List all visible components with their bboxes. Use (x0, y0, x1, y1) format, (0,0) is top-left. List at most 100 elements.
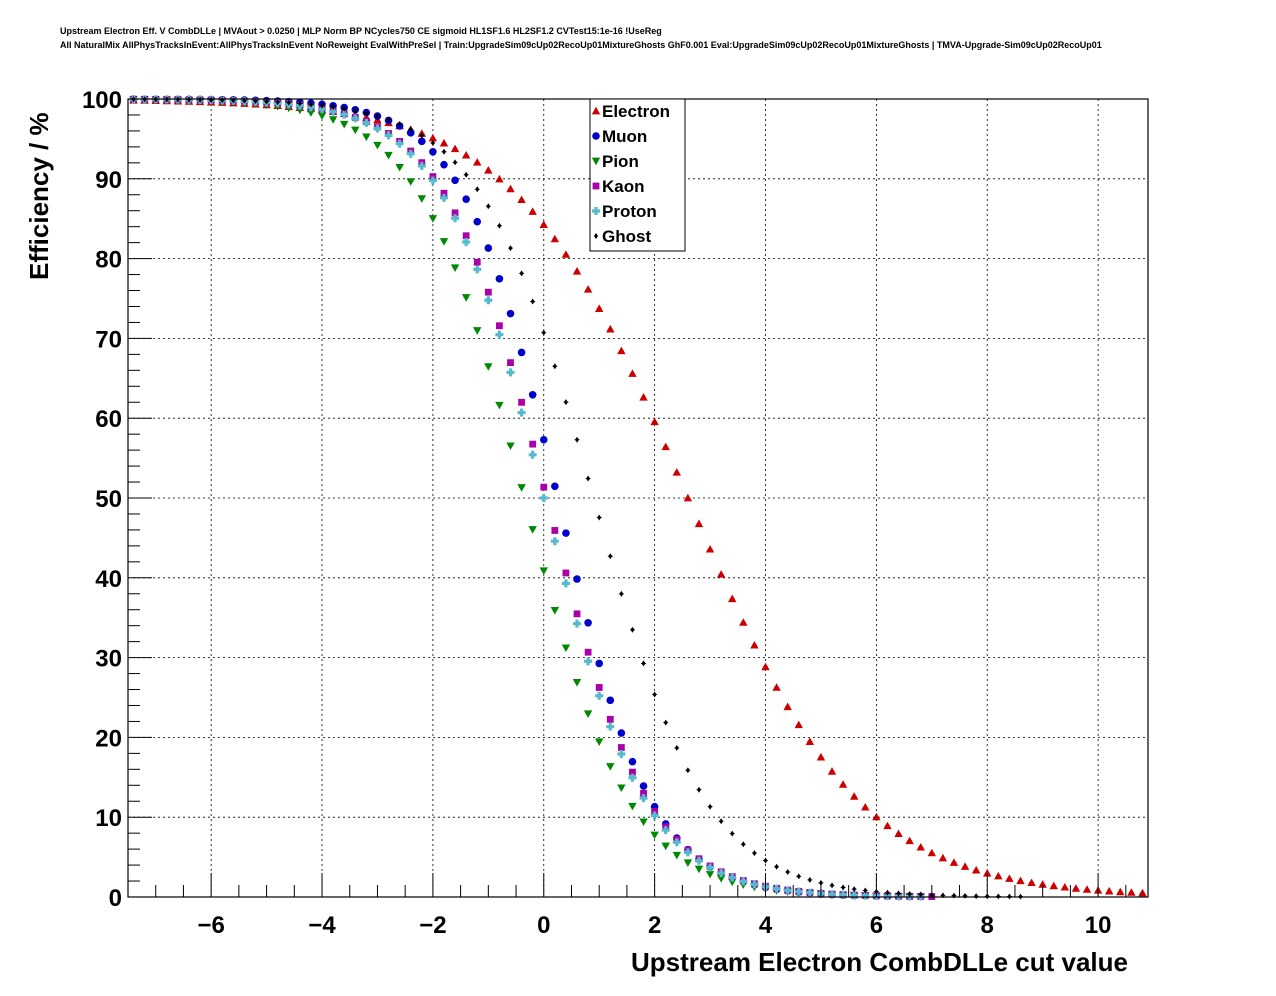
data-point-proton (606, 722, 615, 731)
series-ghost (131, 96, 1023, 900)
data-point-electron (650, 417, 659, 426)
data-point-ghost (818, 879, 823, 886)
data-point-ghost (730, 830, 735, 837)
data-point-pion (517, 484, 526, 492)
data-point-electron (1049, 881, 1058, 890)
data-point-proton (428, 176, 437, 185)
data-point-kaon (462, 232, 470, 240)
data-point-electron (916, 843, 925, 851)
series-pion (129, 96, 925, 901)
y-tick-label: 90 (95, 167, 122, 194)
data-point-muon (473, 217, 482, 226)
data-point-ghost (308, 101, 313, 108)
y-tick-label: 30 (95, 646, 122, 673)
legend: Electron Muon Pion Kaon Proton Ghost (589, 98, 686, 252)
data-point-electron (473, 158, 482, 166)
data-point-kaon (484, 288, 492, 296)
data-point-electron (960, 862, 970, 870)
data-point-ghost (807, 876, 812, 883)
data-point-ghost (453, 159, 458, 166)
data-point-proton (650, 811, 659, 820)
data-point-electron (583, 285, 593, 293)
data-point-electron (861, 802, 870, 811)
data-point-kaon (507, 359, 514, 367)
data-point-proton (439, 193, 448, 202)
data-point-ghost (264, 98, 269, 105)
data-point-proton (694, 856, 703, 865)
data-point-pion (594, 738, 604, 746)
data-point-electron (1027, 878, 1036, 887)
data-point-electron (739, 618, 748, 626)
x-tick-label: −2 (419, 912, 446, 939)
data-point-ghost (541, 329, 546, 336)
data-point-electron (606, 324, 615, 333)
data-point-pion (694, 865, 704, 874)
data-point-kaon (606, 715, 614, 723)
data-point-electron (1038, 880, 1047, 888)
data-point-proton (451, 214, 460, 223)
data-point-muon (573, 575, 581, 583)
data-point-electron (683, 493, 693, 502)
data-points (129, 95, 1147, 901)
data-point-pion (384, 151, 393, 160)
data-point-proton (783, 886, 792, 895)
data-point-ghost (996, 893, 1001, 900)
data-point-proton (861, 891, 870, 900)
data-point-ghost (586, 475, 591, 482)
data-point-kaon (518, 398, 525, 406)
data-point-electron (783, 702, 792, 711)
data-point-ghost (563, 399, 568, 406)
data-point-electron (816, 752, 826, 761)
data-point-electron (694, 519, 704, 528)
data-point-ghost (830, 882, 835, 889)
data-point-kaon (496, 322, 503, 330)
data-point-proton (805, 888, 814, 897)
data-point-electron (1116, 887, 1125, 896)
data-point-proton (329, 107, 338, 116)
data-point-proton (417, 161, 426, 170)
data-point-electron (971, 865, 981, 874)
data-point-kaon (629, 768, 636, 776)
data-point-proton (839, 890, 848, 899)
data-point-pion (317, 112, 327, 120)
data-point-electron (661, 442, 670, 451)
data-point-electron (728, 594, 737, 603)
data-point-ghost (331, 103, 336, 110)
data-point-muon (584, 618, 592, 627)
data-point-ghost (475, 186, 480, 193)
data-point-ghost (963, 892, 968, 899)
legend-item: Electron (591, 102, 670, 121)
data-point-kaon (573, 610, 581, 618)
data-point-ghost (608, 553, 613, 560)
data-point-muon (429, 148, 437, 156)
data-point-proton (561, 579, 570, 588)
data-point-electron (905, 836, 914, 845)
data-point-electron (949, 858, 959, 866)
data-point-proton (595, 691, 604, 700)
data-point-ghost (198, 96, 203, 103)
data-point-ghost (752, 850, 757, 857)
x-tick-label: 6 (870, 912, 883, 939)
data-point-ghost (320, 102, 325, 109)
data-point-ghost (885, 889, 890, 896)
data-point-electron (927, 848, 937, 857)
y-tick-label: 50 (95, 486, 122, 513)
x-tick-label: −6 (197, 912, 224, 939)
data-point-muon (517, 348, 526, 357)
data-point-electron (1016, 876, 1025, 885)
data-point-proton (717, 869, 726, 878)
data-point-ghost (652, 691, 657, 698)
data-point-electron (994, 871, 1003, 880)
data-point-ghost (974, 893, 979, 900)
data-point-pion (351, 126, 360, 135)
data-point-ghost (907, 891, 912, 898)
data-point-pion (650, 831, 659, 840)
data-point-electron (1127, 888, 1136, 896)
legend-item: Proton (592, 202, 657, 221)
data-point-pion (439, 238, 449, 246)
data-point-pion (728, 878, 737, 887)
data-point-pion (428, 215, 438, 223)
data-point-muon (595, 659, 603, 668)
data-point-ghost (763, 857, 768, 864)
data-point-pion (339, 120, 349, 129)
